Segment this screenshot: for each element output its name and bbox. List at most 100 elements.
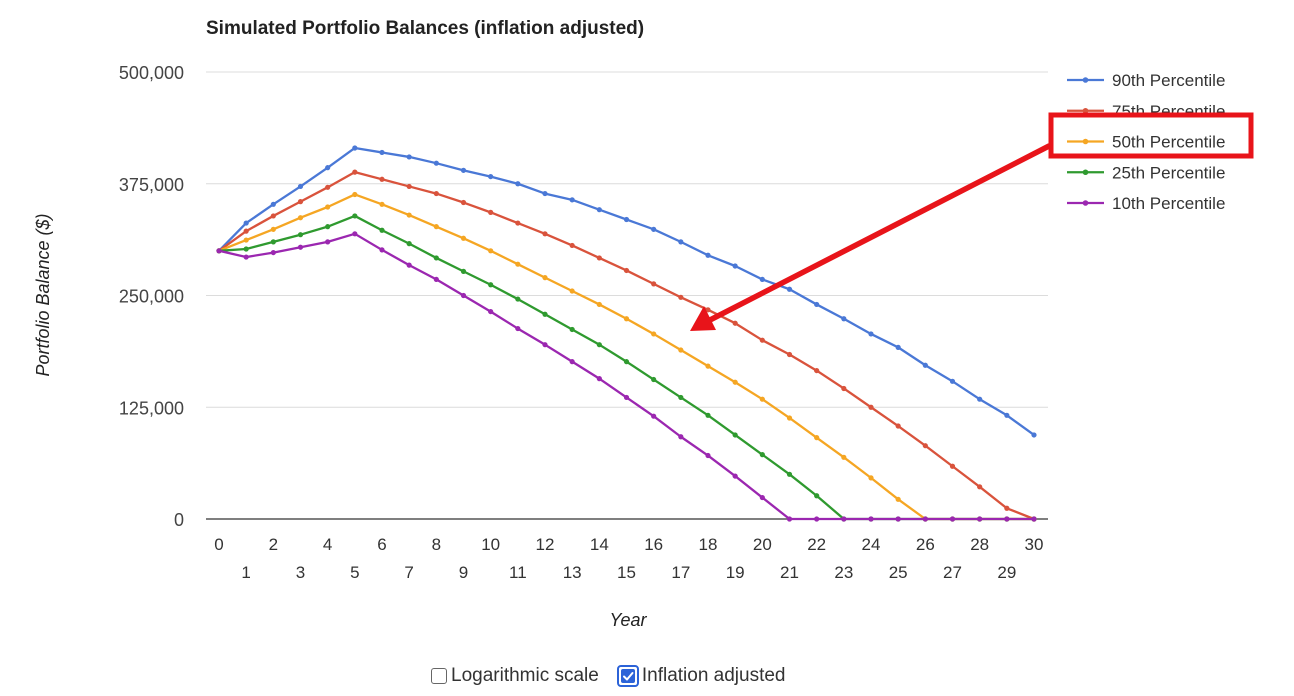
data-point (515, 325, 521, 332)
data-point (406, 262, 412, 268)
data-point (949, 463, 956, 469)
legend-marker (1082, 77, 1089, 83)
y-tick-label: 375,000 (119, 175, 184, 195)
x-axis-label: Year (609, 610, 647, 630)
data-point (596, 255, 602, 261)
x-tick-label: 2 (269, 535, 278, 554)
data-point (786, 286, 793, 292)
data-point (325, 239, 331, 245)
y-tick-label: 500,000 (119, 63, 184, 83)
data-point (678, 434, 684, 440)
data-point (732, 263, 738, 269)
log-scale-control[interactable]: Logarithmic scale (431, 665, 599, 687)
data-point (786, 471, 793, 477)
x-tick-label: 1 (241, 563, 250, 582)
x-axis-ticks: 0123456789101112131415161718192021222324… (214, 535, 1043, 582)
data-point (542, 342, 548, 348)
x-tick-label: 22 (807, 535, 826, 554)
data-point (596, 376, 602, 382)
data-point (406, 212, 412, 218)
data-point (651, 281, 657, 287)
data-point (297, 232, 304, 238)
series-line (218, 170, 1035, 521)
x-tick-label: 13 (563, 563, 582, 582)
data-point (1031, 432, 1037, 438)
data-point (270, 239, 276, 245)
data-point (623, 394, 630, 401)
data-point (678, 394, 684, 401)
inflation-adjusted-checkbox[interactable] (616, 665, 639, 687)
log-scale-checkbox[interactable] (431, 668, 447, 684)
data-point (814, 493, 820, 499)
data-point (786, 516, 793, 522)
x-tick-label: 0 (214, 535, 223, 554)
data-point (569, 197, 575, 203)
data-point (542, 311, 548, 317)
data-point (325, 165, 331, 171)
legend: 90th Percentile 75th Percentile 50th Perce… (1067, 71, 1225, 213)
data-point (922, 516, 928, 522)
data-point (379, 227, 385, 233)
x-tick-label: 30 (1025, 535, 1044, 554)
x-tick-label: 3 (296, 563, 305, 582)
inflation-adjusted-control[interactable]: Inflation adjusted (616, 665, 786, 687)
data-point (515, 261, 521, 267)
data-point (814, 516, 820, 522)
legend-item: 75th Percentile (1067, 102, 1225, 121)
data-point (297, 244, 304, 250)
data-point (814, 435, 820, 441)
data-point (814, 367, 820, 374)
data-point (868, 475, 874, 481)
legend-marker (1082, 200, 1089, 206)
data-point (759, 337, 765, 343)
data-point (868, 331, 874, 337)
data-point (325, 184, 331, 190)
data-point (623, 316, 630, 322)
checkmark-icon (620, 669, 635, 683)
data-point (623, 359, 630, 365)
chart-title: Simulated Portfolio Balances (inflation … (206, 18, 644, 39)
data-point (977, 484, 983, 490)
data-point (488, 173, 494, 180)
y-tick-label: 0 (174, 510, 184, 530)
data-point (678, 347, 684, 353)
data-point (596, 342, 602, 348)
legend-label: 75th Percentile (1112, 102, 1225, 121)
data-point (678, 239, 684, 245)
data-point (705, 363, 711, 369)
data-point (352, 145, 358, 151)
data-point (596, 207, 602, 213)
y-tick-label: 250,000 (119, 287, 184, 307)
data-point (895, 496, 901, 502)
legend-label: 90th Percentile (1112, 71, 1225, 90)
y-axis-label: Portfolio Balance ($) (33, 213, 53, 376)
data-point (569, 359, 575, 365)
data-point (705, 307, 711, 313)
data-point (270, 213, 276, 219)
data-point (488, 248, 494, 254)
data-point (841, 454, 847, 460)
data-point (243, 228, 249, 234)
data-point (352, 169, 358, 175)
series-line (218, 146, 1035, 436)
data-point (623, 267, 630, 274)
data-point (732, 379, 738, 385)
data-point (433, 160, 439, 166)
series-10th-percentile (216, 231, 1037, 522)
data-point (297, 183, 304, 190)
data-point (569, 326, 575, 333)
data-point (270, 201, 276, 207)
data-point (705, 412, 711, 418)
legend-label: 50th Percentile (1112, 133, 1225, 152)
x-tick-label: 10 (481, 535, 500, 554)
x-tick-label: 12 (536, 535, 555, 554)
data-point (651, 376, 657, 383)
series-25th-percentile (216, 213, 1037, 522)
data-point (759, 276, 765, 283)
data-point (732, 320, 738, 326)
data-point (406, 154, 412, 160)
arrow-shaft (707, 143, 1052, 323)
data-point (949, 516, 956, 522)
data-point (922, 443, 928, 449)
data-point (515, 220, 521, 226)
